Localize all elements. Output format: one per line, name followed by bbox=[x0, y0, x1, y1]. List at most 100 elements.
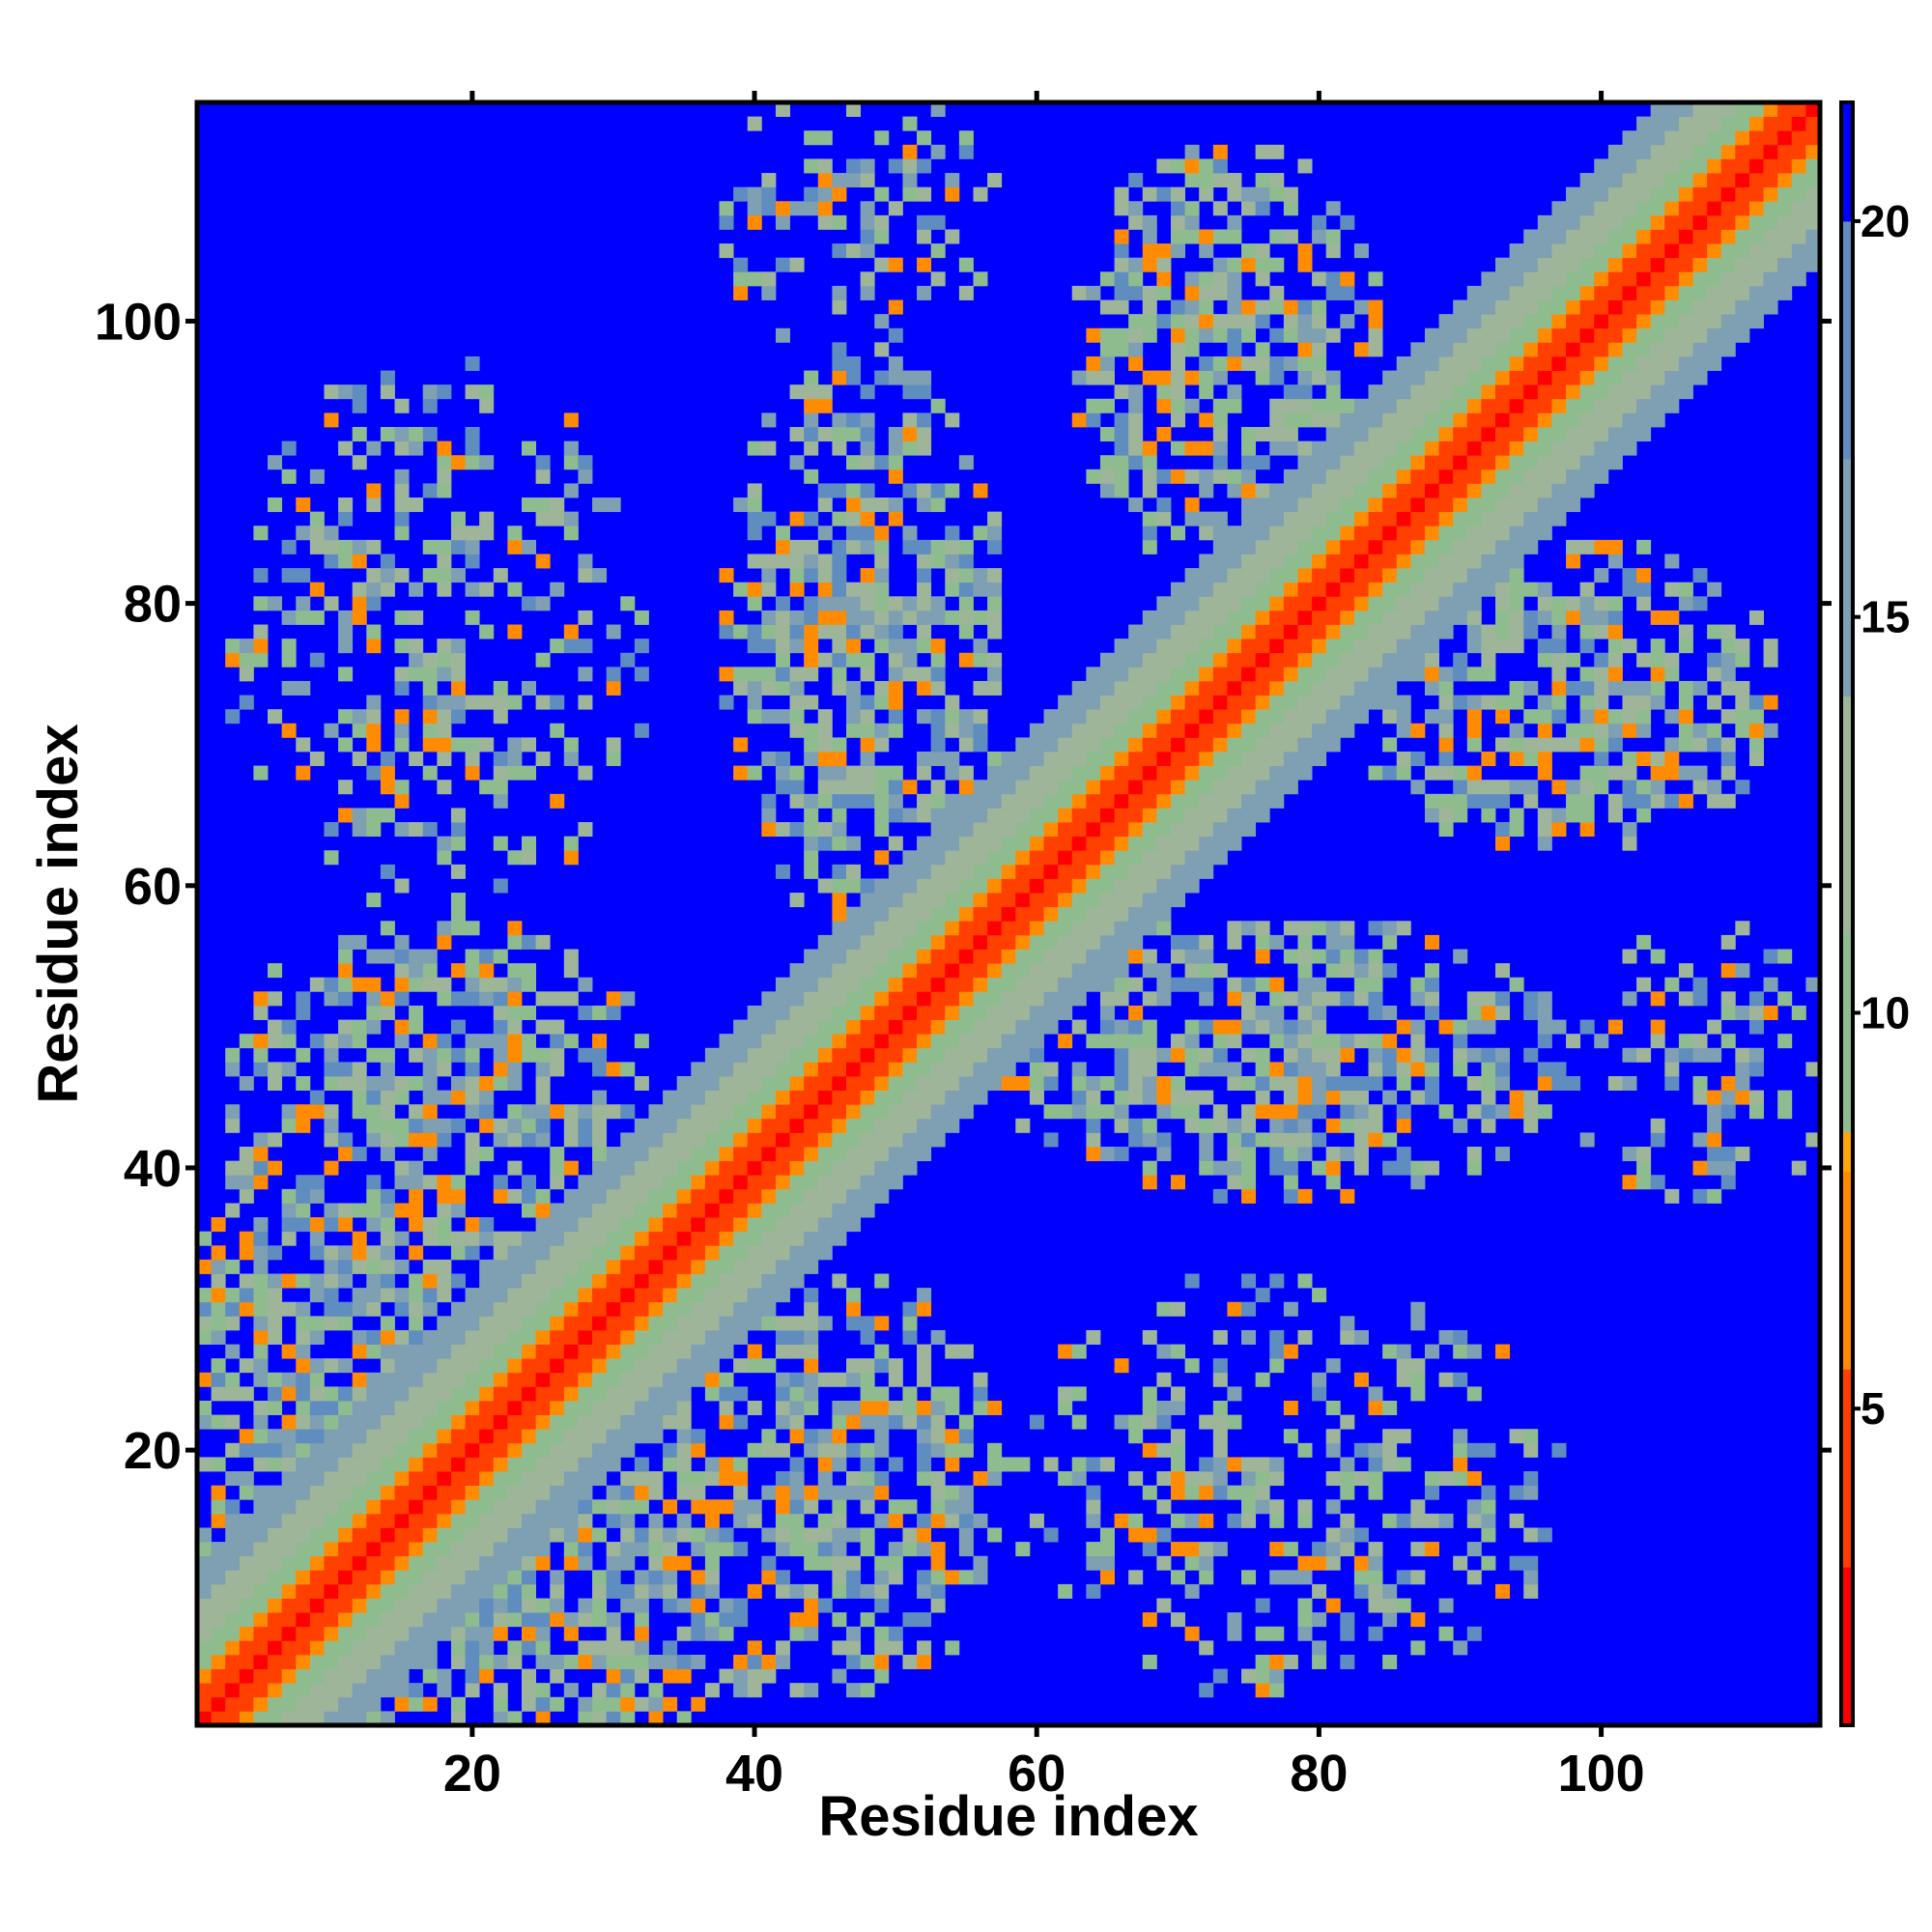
heatmap-cell bbox=[1269, 667, 1285, 682]
heatmap-cell bbox=[1199, 1118, 1214, 1133]
heatmap-cell bbox=[296, 1118, 311, 1133]
heatmap-cell bbox=[1396, 1372, 1411, 1387]
heatmap-cell bbox=[606, 1696, 621, 1712]
heatmap-cell bbox=[1212, 229, 1228, 244]
heatmap-cell bbox=[902, 893, 918, 908]
heatmap-cell bbox=[634, 1329, 649, 1345]
heatmap-cell bbox=[620, 1442, 636, 1458]
heatmap-cell bbox=[789, 723, 805, 738]
heatmap-cell bbox=[1297, 1104, 1313, 1120]
heatmap-cell bbox=[338, 1414, 354, 1430]
heatmap-cell bbox=[1566, 412, 1581, 428]
heatmap-cell bbox=[1466, 370, 1482, 385]
heatmap-cell bbox=[437, 1062, 452, 1077]
heatmap-cell bbox=[719, 1217, 734, 1233]
heatmap-cell bbox=[761, 1429, 777, 1444]
heatmap-cell bbox=[409, 1513, 424, 1528]
heatmap-cell bbox=[409, 1555, 424, 1571]
heatmap-cell bbox=[1142, 1090, 1157, 1105]
heatmap-cell bbox=[1156, 610, 1172, 625]
heatmap-cell bbox=[465, 1104, 480, 1120]
heatmap-cell bbox=[691, 1583, 706, 1599]
heatmap-cell bbox=[1255, 1019, 1270, 1035]
heatmap-cell bbox=[1396, 526, 1411, 541]
heatmap-cell bbox=[1297, 723, 1313, 738]
heatmap-cell bbox=[846, 991, 862, 1007]
heatmap-cell bbox=[1481, 526, 1496, 541]
heatmap-cell bbox=[634, 1301, 649, 1317]
heatmap-cell bbox=[1099, 483, 1115, 498]
heatmap-cell bbox=[1086, 864, 1101, 879]
heatmap-cell bbox=[846, 511, 862, 526]
heatmap-cell bbox=[1424, 1076, 1439, 1092]
heatmap-cell bbox=[1325, 497, 1341, 513]
heatmap-cell bbox=[1114, 1104, 1129, 1120]
heatmap-cell bbox=[1537, 511, 1552, 526]
heatmap-cell bbox=[1128, 412, 1144, 428]
heatmap-cell bbox=[860, 1329, 875, 1345]
heatmap-cell bbox=[860, 793, 875, 809]
heatmap-cell bbox=[1199, 680, 1214, 696]
heatmap-cell bbox=[1156, 921, 1172, 936]
heatmap-cell bbox=[1001, 850, 1016, 866]
heatmap-cell bbox=[1099, 906, 1115, 922]
heatmap-cell bbox=[450, 1612, 466, 1628]
heatmap-cell bbox=[1551, 327, 1567, 343]
heatmap-cell bbox=[1171, 229, 1186, 244]
heatmap-cell bbox=[1114, 342, 1129, 357]
heatmap-cell bbox=[747, 709, 762, 724]
heatmap-cell bbox=[987, 526, 1003, 541]
heatmap-cell bbox=[450, 893, 466, 908]
heatmap-cell bbox=[917, 370, 932, 385]
heatmap-cell bbox=[1523, 526, 1539, 541]
heatmap-cell bbox=[902, 539, 918, 554]
heatmap-cell bbox=[789, 1118, 805, 1133]
heatmap-cell bbox=[465, 1372, 480, 1387]
heatmap-cell bbox=[535, 1542, 551, 1557]
heatmap-cell bbox=[1495, 639, 1511, 654]
heatmap-cell bbox=[648, 1217, 664, 1233]
heatmap-cell bbox=[775, 1442, 790, 1458]
heatmap-cell bbox=[493, 1047, 508, 1063]
heatmap-cell bbox=[1297, 243, 1313, 259]
heatmap-cell bbox=[1029, 1047, 1044, 1063]
heatmap-cell bbox=[1453, 440, 1468, 456]
heatmap-cell bbox=[1029, 949, 1044, 964]
heatmap-cell bbox=[747, 695, 762, 710]
heatmap-cell bbox=[1114, 921, 1129, 936]
heatmap-cell bbox=[1495, 822, 1511, 838]
heatmap-cell bbox=[832, 554, 847, 569]
heatmap-cell bbox=[450, 1457, 466, 1472]
heatmap-cell bbox=[380, 1471, 395, 1487]
heatmap-cell bbox=[789, 1499, 805, 1515]
heatmap-cell bbox=[309, 1668, 325, 1684]
heatmap-cell bbox=[535, 1555, 551, 1571]
heatmap-cell bbox=[704, 1626, 720, 1641]
heatmap-cell bbox=[394, 1457, 410, 1472]
heatmap-cell bbox=[338, 497, 354, 513]
heatmap-cell bbox=[620, 1147, 636, 1162]
heatmap-cell bbox=[1269, 1542, 1285, 1557]
heatmap-cell bbox=[1227, 822, 1242, 838]
heatmap-cell bbox=[253, 1344, 269, 1359]
heatmap-cell bbox=[1396, 1358, 1411, 1374]
heatmap-cell bbox=[437, 1217, 452, 1233]
heatmap-cell bbox=[761, 568, 777, 583]
heatmap-cell bbox=[1184, 695, 1200, 710]
heatmap-cell bbox=[832, 1062, 847, 1077]
heatmap-cell bbox=[1058, 977, 1073, 992]
heatmap-cell bbox=[1368, 1583, 1383, 1599]
heatmap-cell bbox=[832, 977, 847, 992]
heatmap-cell bbox=[1537, 695, 1552, 710]
heatmap-cell bbox=[1199, 610, 1214, 625]
heatmap-cell bbox=[1297, 412, 1313, 428]
heatmap-cell bbox=[1099, 822, 1115, 838]
heatmap-cell bbox=[945, 568, 960, 583]
heatmap-cell bbox=[239, 1386, 254, 1402]
heatmap-cell bbox=[450, 1640, 466, 1656]
heatmap-cell bbox=[1171, 370, 1186, 385]
heatmap-cell bbox=[394, 398, 410, 413]
heatmap-cell bbox=[1340, 412, 1355, 428]
heatmap-cell bbox=[860, 1005, 875, 1020]
heatmap-cell bbox=[1015, 752, 1031, 767]
